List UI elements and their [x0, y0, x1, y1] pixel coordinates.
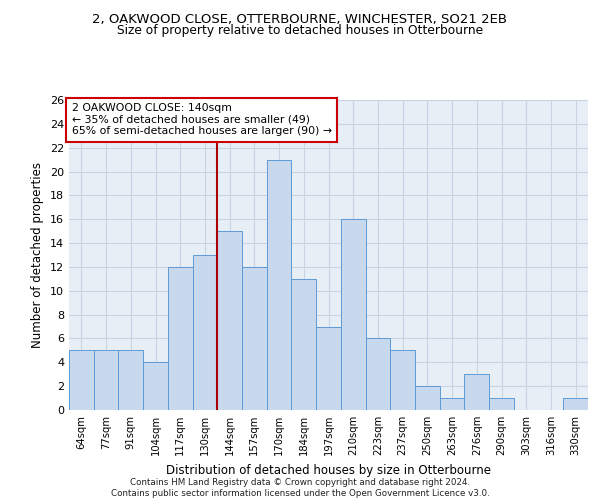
Bar: [563, 398, 588, 410]
Bar: [267, 160, 292, 410]
Bar: [217, 231, 242, 410]
Bar: [316, 326, 341, 410]
Text: 2, OAKWOOD CLOSE, OTTERBOURNE, WINCHESTER, SO21 2EB: 2, OAKWOOD CLOSE, OTTERBOURNE, WINCHESTE…: [92, 12, 508, 26]
Bar: [365, 338, 390, 410]
Bar: [118, 350, 143, 410]
Bar: [292, 279, 316, 410]
Bar: [143, 362, 168, 410]
Bar: [464, 374, 489, 410]
Bar: [341, 219, 365, 410]
Bar: [415, 386, 440, 410]
Bar: [94, 350, 118, 410]
Bar: [390, 350, 415, 410]
Bar: [440, 398, 464, 410]
Text: Contains HM Land Registry data © Crown copyright and database right 2024.
Contai: Contains HM Land Registry data © Crown c…: [110, 478, 490, 498]
Bar: [69, 350, 94, 410]
Bar: [242, 267, 267, 410]
Bar: [489, 398, 514, 410]
Bar: [168, 267, 193, 410]
Y-axis label: Number of detached properties: Number of detached properties: [31, 162, 44, 348]
Text: Size of property relative to detached houses in Otterbourne: Size of property relative to detached ho…: [117, 24, 483, 37]
X-axis label: Distribution of detached houses by size in Otterbourne: Distribution of detached houses by size …: [166, 464, 491, 476]
Text: 2 OAKWOOD CLOSE: 140sqm
← 35% of detached houses are smaller (49)
65% of semi-de: 2 OAKWOOD CLOSE: 140sqm ← 35% of detache…: [71, 103, 332, 136]
Bar: [193, 255, 217, 410]
